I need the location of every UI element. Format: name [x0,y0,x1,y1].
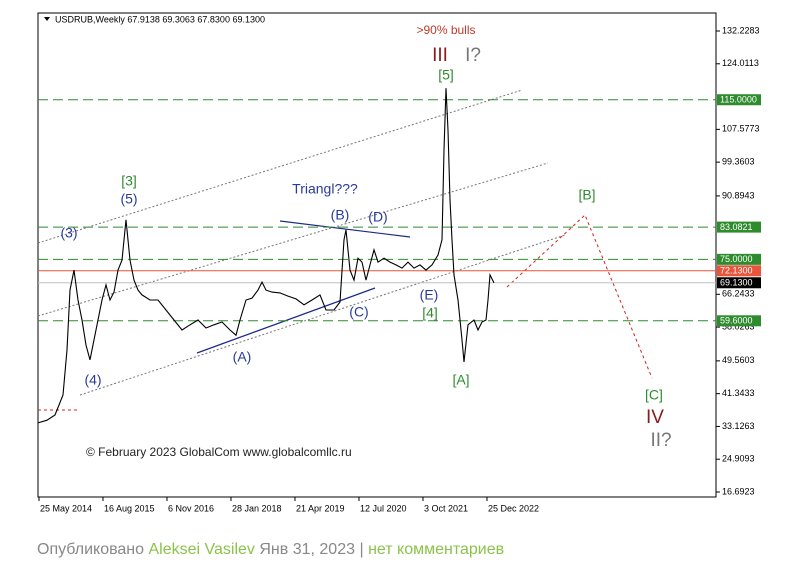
x-tick-label: 21 Apr 2019 [296,503,345,513]
wave-label: [4] [422,305,438,321]
level-label: 69.1300 [720,278,753,288]
x-tick-label: 25 Dec 2022 [488,503,539,513]
level-label-box [717,265,761,277]
x-tick-label: 6 Nov 2016 [168,503,214,513]
wave-label: [A] [452,372,469,388]
level-label: 75.0000 [720,254,753,264]
wave-label: (A) [233,349,252,365]
wave-label: (B) [331,207,350,223]
wave-label: (E) [420,287,439,303]
y-tick-label: 66.2433 [722,289,755,299]
footer-prefix: Опубликовано [37,541,145,558]
channel-line [37,162,549,317]
y-tick-label: 107.5773 [722,124,760,134]
x-tick-label: 25 May 2014 [40,503,92,513]
plot-frame [37,12,717,498]
level-label: 83.0821 [720,222,753,232]
chart-header: USDRUB,Weekly 67.9138 69.3063 67.8300 69… [55,14,265,24]
x-tick-label: 3 Oct 2021 [424,503,468,513]
level-label-box [717,221,761,233]
wave-label: (C) [349,304,368,320]
wave-label: (3) [60,225,77,241]
level-label: 115.0000 [720,95,757,105]
wave-label: II? [650,430,671,451]
level-label-box [717,277,761,289]
author-link[interactable]: Aleksei Vasilev [148,541,255,558]
comments-link[interactable]: нет комментариев [368,541,505,558]
channel-line [37,89,523,244]
wave-label: [5] [438,67,454,83]
x-tick-label: 12 Jul 2020 [360,503,407,513]
price-line [37,88,495,424]
level-label: 59.6000 [720,316,753,326]
forecast-path [506,214,653,379]
trend-line [279,220,411,238]
y-tick-label: 33.1263 [722,421,755,431]
wave-label: III [432,45,448,66]
y-tick-label: 90.8943 [722,190,755,200]
post-date: Янв 31, 2023 [259,541,355,558]
x-tick-label: 28 Jan 2018 [232,503,282,513]
wave-label: >90% bulls [416,23,475,37]
wave-label: (4) [84,372,101,388]
wave-label: [B] [578,187,595,203]
level-label-box [717,253,761,265]
separator: | [359,541,364,558]
y-tick-label: 99.3603 [722,157,755,167]
wave-label: I? [465,45,481,66]
channel-line [79,234,566,396]
wave-label: (5) [120,191,137,207]
wave-label: [C] [645,387,663,403]
level-label-box [717,94,761,106]
wave-label: IV [646,407,664,428]
x-tick-label: 16 Aug 2015 [104,503,155,513]
y-tick-label: 41.3433 [722,388,755,398]
y-tick-label: 24.9093 [722,454,755,464]
wave-label: Triangl??? [292,181,358,197]
y-tick-label: 49.5603 [722,355,755,365]
level-label: 72.1300 [720,266,753,276]
chart: USDRUB,Weekly 67.9138 69.3063 67.8300 69… [37,12,761,513]
footer: Опубликовано Aleksei Vasilev Янв 31, 202… [37,541,504,559]
menu-arrow [44,17,50,21]
level-label-box [717,315,761,327]
y-tick-label: 124.0113 [722,58,759,68]
y-tick-label: 132.2283 [722,25,760,35]
copyright: © February 2023 GlobalCom www.globalcoml… [86,445,352,459]
y-tick-label: 16.6923 [722,486,755,496]
y-tick-label: 58.0263 [722,321,755,331]
wave-label: [3] [121,173,137,189]
wave-label: (D) [368,209,387,225]
